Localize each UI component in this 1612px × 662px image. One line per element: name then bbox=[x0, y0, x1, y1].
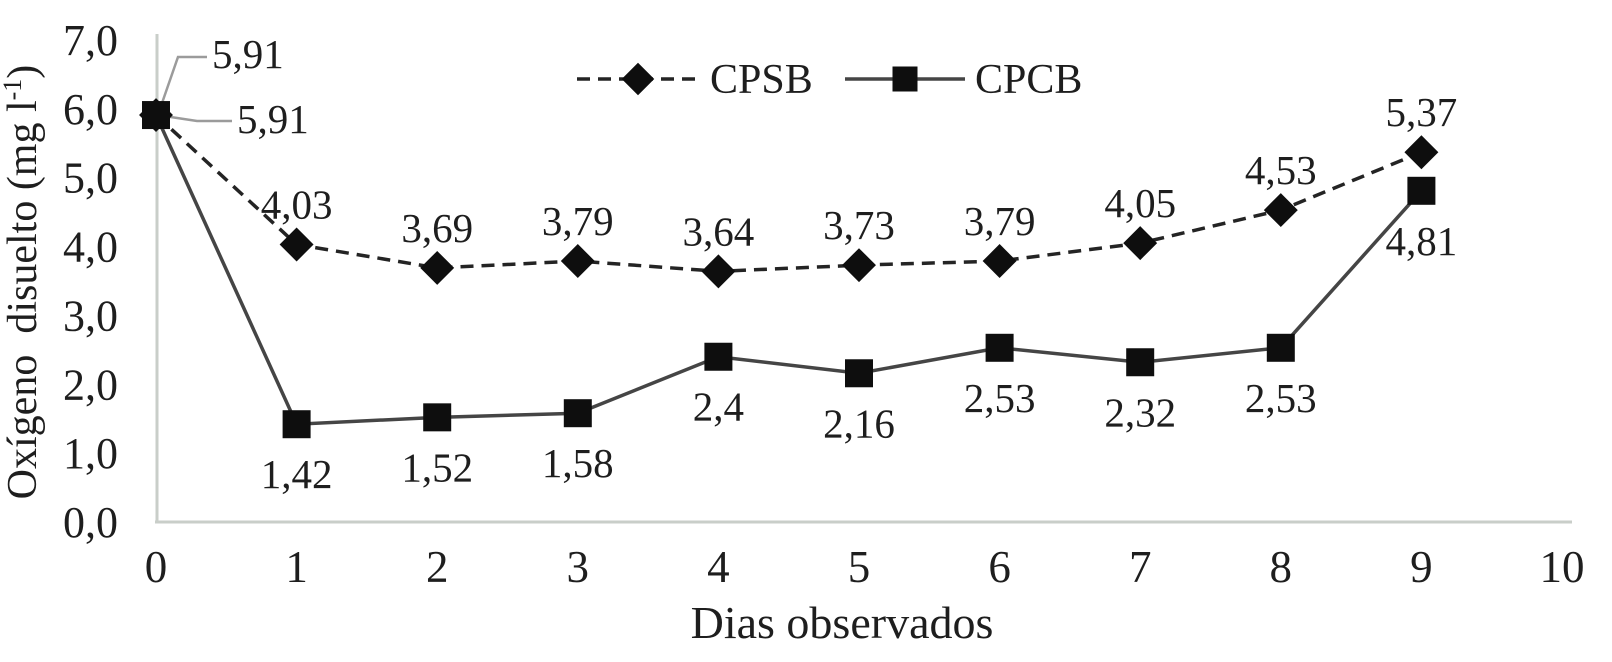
cpsb-diamond-marker bbox=[701, 254, 736, 289]
y-axis-title-text: ) bbox=[0, 65, 46, 79]
x-tick-label: 1 bbox=[285, 542, 308, 592]
callout-leader-cpsb bbox=[159, 55, 207, 107]
series-line-cpsb bbox=[154, 113, 1423, 274]
data-point-label: 4,03 bbox=[261, 182, 333, 228]
x-tick-label: 0 bbox=[145, 542, 168, 592]
cpcb-square-marker bbox=[1126, 348, 1155, 377]
legend-label-cpcb: CPCB bbox=[975, 57, 1082, 103]
callout-label-cpsb: 5,91 bbox=[212, 31, 284, 77]
cpsb-diamond-marker bbox=[420, 250, 455, 285]
y-tick-label: 7,0 bbox=[63, 16, 118, 65]
data-point-label: 2,53 bbox=[964, 375, 1036, 421]
data-point-label: 2,4 bbox=[693, 384, 744, 430]
y-axis-title: Oxígeno disuelto (mg l-1) bbox=[0, 65, 46, 500]
cpcb-square-marker bbox=[1266, 333, 1295, 362]
legend-diamond-icon bbox=[621, 62, 655, 96]
callout-leader-cpcb bbox=[163, 114, 232, 123]
y-axis-title-superscript: -1 bbox=[0, 79, 27, 101]
legend-square-icon bbox=[892, 66, 918, 92]
y-tick-label: 6,0 bbox=[63, 85, 118, 134]
data-point-label: 4,53 bbox=[1245, 147, 1317, 193]
cpsb-diamond-marker bbox=[1263, 193, 1298, 228]
x-tick-label: 10 bbox=[1540, 542, 1585, 592]
cpcb-square-marker bbox=[704, 342, 733, 371]
cpsb-diamond-marker bbox=[279, 227, 314, 262]
data-point-label: 2,53 bbox=[1245, 375, 1317, 421]
x-axis-title: Dias observados bbox=[691, 597, 994, 648]
x-tick-label: 9 bbox=[1410, 542, 1433, 592]
cpsb-diamond-marker bbox=[842, 248, 876, 283]
data-point-label: 3,69 bbox=[401, 205, 473, 251]
y-tick-label: 4,0 bbox=[63, 223, 118, 272]
cpsb-diamond-marker bbox=[560, 244, 595, 279]
x-tick-label: 7 bbox=[1129, 542, 1152, 592]
cpsb-diamond-marker bbox=[982, 244, 1017, 279]
y-axis-title-text: Oxígeno disuelto (mg l bbox=[0, 100, 46, 499]
cpcb-square-marker bbox=[985, 333, 1014, 362]
data-point-label: 3,64 bbox=[683, 208, 755, 254]
y-tick-label: 3,0 bbox=[63, 291, 118, 340]
data-point-label: 3,79 bbox=[964, 198, 1036, 244]
data-point-label: 3,79 bbox=[542, 198, 614, 244]
data-point-label: 3,73 bbox=[823, 202, 895, 248]
x-tick-label: 4 bbox=[707, 542, 730, 592]
cpsb-diamond-marker bbox=[1123, 226, 1158, 261]
cpcb-square-marker bbox=[563, 399, 592, 428]
callout-label-cpcb: 5,91 bbox=[237, 96, 309, 142]
data-point-label: 1,42 bbox=[261, 451, 333, 497]
y-tick-label: 1,0 bbox=[63, 429, 118, 478]
data-point-label: 1,58 bbox=[542, 440, 614, 486]
cpsb-diamond-marker bbox=[1404, 135, 1439, 170]
cpcb-square-marker bbox=[142, 101, 170, 130]
y-tick-label: 5,0 bbox=[63, 154, 118, 203]
y-tick-label: 2,0 bbox=[63, 360, 118, 409]
data-point-label: 5,37 bbox=[1386, 89, 1458, 135]
cpcb-square-marker bbox=[282, 410, 311, 439]
data-point-label: 1,52 bbox=[401, 444, 473, 490]
x-tick-label: 3 bbox=[567, 542, 590, 592]
y-tick-label: 0,0 bbox=[63, 498, 118, 547]
x-tick-label: 6 bbox=[988, 542, 1011, 592]
series-line-cpcb bbox=[154, 114, 1423, 427]
x-tick-label: 2 bbox=[426, 542, 449, 592]
cpcb-square-marker bbox=[423, 403, 452, 432]
cpcb-square-marker bbox=[1407, 176, 1436, 205]
legend-label-cpsb: CPSB bbox=[710, 57, 813, 103]
cpcb-square-marker bbox=[845, 359, 873, 388]
data-point-label: 2,16 bbox=[823, 400, 895, 446]
data-point-label: 2,32 bbox=[1104, 389, 1176, 435]
x-tick-label: 5 bbox=[848, 542, 871, 592]
x-tick-label: 8 bbox=[1270, 542, 1293, 592]
data-point-label: 4,81 bbox=[1386, 218, 1458, 264]
data-point-label: 4,05 bbox=[1104, 180, 1176, 226]
